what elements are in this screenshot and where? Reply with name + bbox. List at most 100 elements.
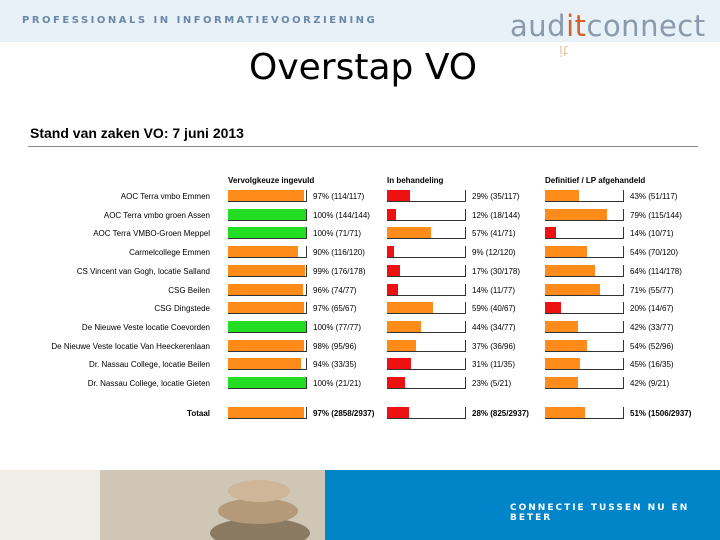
column-header-1: Vervolgkeuze ingevuld	[228, 176, 315, 185]
bar-fill	[387, 283, 398, 296]
bar-endcap	[465, 227, 466, 240]
bar-frame	[228, 302, 307, 315]
bar-fill	[545, 407, 585, 419]
bar-value-label: 99% (176/178)	[313, 266, 366, 276]
bar-frame	[387, 302, 466, 315]
bar-fill	[228, 358, 302, 371]
bar-fill	[228, 339, 305, 352]
bar-frame	[387, 227, 466, 240]
bar-baseline	[545, 331, 623, 333]
bar-frame	[387, 377, 466, 389]
chart-title: Stand van zaken VO: 7 juni 2013	[30, 125, 244, 141]
school-label: AOC Terra VMBO-Groen Meppel	[93, 229, 210, 239]
bar-fill	[228, 264, 306, 277]
tagline: PROFESSIONALS IN INFORMATIEVOORZIENING	[22, 15, 378, 26]
bar-value-label: 100% (77/77)	[313, 322, 362, 332]
bar-endcap	[465, 407, 466, 419]
bar-value-label: 29% (35/117)	[472, 192, 520, 201]
bar-frame	[387, 339, 466, 352]
bar-fill	[387, 208, 397, 221]
bar-endcap	[623, 320, 624, 333]
bar-value-label: 14% (11/77)	[472, 285, 515, 295]
bar-frame	[228, 227, 307, 240]
bar-frame	[228, 190, 307, 202]
bar-frame	[228, 377, 307, 389]
bar-fill	[545, 208, 607, 221]
bar-value-label: 97% (114/117)	[313, 192, 365, 201]
bar-baseline	[387, 201, 465, 202]
footer: CONNECTIE TUSSEN NU EN BETER	[0, 470, 720, 540]
stone-top	[228, 480, 290, 502]
bar-value-label: 57% (41/71)	[472, 229, 516, 239]
bar-value-label: 31% (11/35)	[472, 360, 515, 370]
bar-endcap	[465, 320, 466, 333]
bar-value-label: 94% (33/35)	[313, 360, 357, 370]
bar-baseline	[387, 257, 465, 259]
bar-frame	[387, 246, 466, 259]
bar-fill	[228, 377, 306, 389]
bar-baseline	[228, 238, 306, 240]
school-label: CS Vincent van Gogh, locatie Salland	[76, 266, 210, 276]
bar-value-label: 20% (14/67)	[630, 304, 674, 314]
bar-endcap	[306, 320, 307, 333]
school-label: De Nieuwe Veste locatie Coevorden	[81, 322, 210, 332]
footer-band: CONNECTIE TUSSEN NU EN BETER	[325, 470, 720, 540]
bar-frame	[545, 227, 624, 240]
school-label: AOC Terra vmbo Emmen	[120, 192, 210, 201]
bar-frame	[545, 246, 624, 259]
bar-frame	[545, 358, 624, 371]
bar-frame	[228, 246, 307, 259]
slide-title: Overstap VO	[249, 47, 478, 88]
bar-fill	[387, 377, 405, 389]
bar-baseline	[228, 201, 306, 202]
logo-prefix: aud	[510, 9, 567, 43]
bar-frame	[228, 339, 307, 352]
bar-value-label: 54% (70/120)	[630, 248, 679, 258]
bar-frame	[387, 407, 466, 419]
stone-middle	[218, 498, 298, 524]
bar-value-label: 97% (2858/2937)	[313, 409, 375, 418]
bar-endcap	[306, 302, 307, 315]
bar-value-label: 44% (34/77)	[472, 322, 516, 332]
bar-frame	[228, 283, 307, 296]
bar-endcap	[306, 377, 307, 389]
bar-endcap	[306, 190, 307, 202]
bar-baseline	[387, 369, 465, 371]
bar-endcap	[465, 264, 466, 277]
bar-baseline	[387, 275, 465, 277]
bar-fill	[387, 320, 422, 333]
bar-fill	[387, 358, 412, 371]
bar-baseline	[387, 418, 465, 419]
bar-value-label: 97% (65/67)	[313, 304, 357, 314]
bar-fill	[228, 320, 306, 333]
bar-baseline	[545, 275, 623, 277]
bar-fill	[387, 227, 432, 240]
bar-frame	[228, 320, 307, 333]
bar-baseline	[387, 350, 465, 352]
bar-endcap	[623, 302, 624, 315]
column-header-3: Definitief / LP afgehandeld	[545, 176, 646, 185]
bar-fill	[228, 190, 304, 202]
bar-frame	[545, 208, 624, 221]
logo-accent: it	[566, 9, 587, 43]
bar-endcap	[465, 246, 466, 259]
bar-endcap	[623, 227, 624, 240]
bar-endcap	[306, 339, 307, 352]
bar-baseline	[545, 238, 623, 240]
bar-baseline	[228, 418, 306, 419]
bar-endcap	[306, 264, 307, 277]
bar-value-label: 79% (115/144)	[630, 210, 682, 220]
bar-endcap	[623, 358, 624, 371]
bar-value-label: 100% (144/144)	[313, 210, 370, 220]
total-label: Totaal	[187, 409, 210, 418]
bar-value-label: 23% (5/21)	[472, 379, 512, 388]
bar-fill	[545, 190, 579, 202]
bar-value-label: 90% (116/120)	[313, 248, 365, 258]
bar-fill	[545, 283, 601, 296]
bar-value-label: 42% (33/77)	[630, 322, 674, 332]
bar-fill	[228, 246, 299, 259]
school-label: Dr. Nassau College, locatie Beilen	[89, 360, 210, 370]
bar-frame	[228, 208, 307, 221]
bar-endcap	[623, 264, 624, 277]
bar-baseline	[545, 219, 623, 221]
